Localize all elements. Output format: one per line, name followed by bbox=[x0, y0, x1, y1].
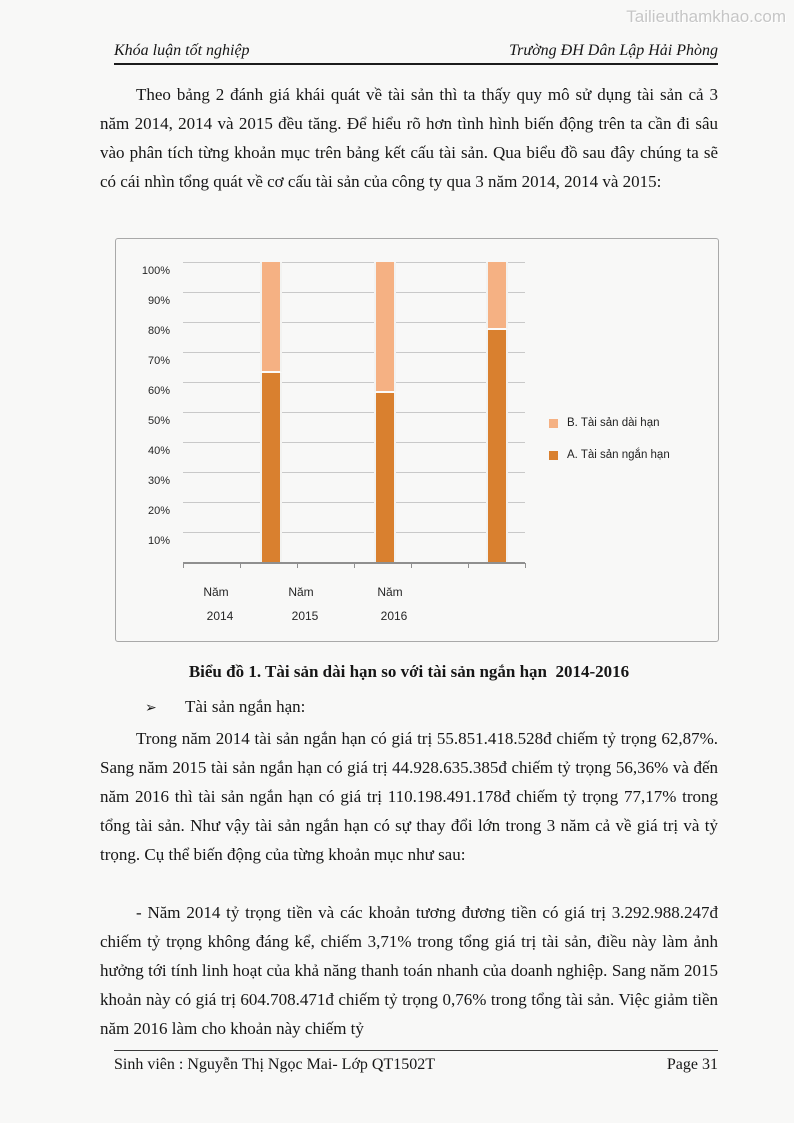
chart-gridline bbox=[183, 472, 525, 473]
chart-gridline bbox=[183, 322, 525, 323]
y-axis-tick-label: 20% bbox=[147, 505, 170, 517]
chart-gridline bbox=[183, 382, 525, 383]
page-footer: Sinh viên : Nguyễn Thị Ngọc Mai- Lớp QT1… bbox=[114, 1050, 718, 1074]
bar-segment-short-term bbox=[486, 330, 508, 562]
chart-gridline bbox=[183, 412, 525, 413]
chart-gridline bbox=[183, 352, 525, 353]
y-axis-tick-label: 100% bbox=[141, 265, 170, 277]
chart-gridline bbox=[183, 262, 525, 263]
bar-segment-short-term bbox=[374, 393, 396, 562]
bullet-text: Tài sản ngắn hạn: bbox=[185, 697, 306, 716]
paragraph-short-term-assets: Trong năm 2014 tài sản ngắn hạn có giá t… bbox=[100, 729, 718, 864]
x-axis-tick bbox=[354, 563, 355, 568]
x-axis-tick bbox=[297, 563, 298, 568]
x-axis-category-label: 2015 bbox=[291, 609, 319, 623]
header-right-title: Trường ĐH Dân Lập Hải Phòng bbox=[509, 42, 718, 59]
y-axis-tick-label: 70% bbox=[147, 355, 170, 367]
bullet-arrow-icon: ➢ bbox=[145, 701, 157, 716]
bullet-line: ➢ Tài sản ngắn hạn: bbox=[145, 697, 305, 717]
x-axis-tick bbox=[468, 563, 469, 568]
footer-author: Sinh viên : Nguyễn Thị Ngọc Mai- Lớp QT1… bbox=[114, 1056, 436, 1073]
watermark: Tailieuthamkhao.com bbox=[626, 7, 786, 26]
y-axis-tick-label: 40% bbox=[147, 445, 170, 457]
x-axis-tick bbox=[411, 563, 412, 568]
footer-page-number: Page 31 bbox=[666, 1056, 718, 1073]
y-axis-tick-label: 10% bbox=[147, 535, 170, 547]
bar-segment-long-term bbox=[486, 262, 508, 330]
bar-segment-long-term bbox=[374, 262, 396, 393]
y-axis-tick-label: 30% bbox=[147, 475, 170, 487]
x-axis-tick bbox=[240, 563, 241, 568]
page-header: Khóa luận tốt nghiệp Trường ĐH Dân Lập H… bbox=[114, 42, 718, 65]
y-axis-tick-label: 90% bbox=[147, 295, 170, 307]
chart-gridline bbox=[183, 292, 525, 293]
y-axis-tick-label: 50% bbox=[147, 415, 170, 427]
legend-swatch-icon bbox=[549, 418, 558, 428]
x-axis-tick bbox=[525, 563, 526, 568]
legend-swatch-icon bbox=[549, 450, 558, 460]
y-axis-tick-label: 60% bbox=[147, 385, 170, 397]
legend-label: A. Tài sản ngắn hạn bbox=[567, 449, 670, 461]
chart-gridline bbox=[183, 502, 525, 503]
chart-gridline bbox=[183, 532, 525, 533]
bar-segment-long-term bbox=[260, 262, 282, 373]
x-axis-category-label: 2016 bbox=[380, 609, 408, 623]
stacked-bar-chart: 100% 90% 80% 70% 60% 50% 40% 30% 20% 10% Năm 2014 Nă… bbox=[115, 238, 719, 642]
x-axis-category-label: Năm bbox=[203, 585, 229, 599]
legend-label: B. Tài sản dài hạn bbox=[567, 417, 660, 429]
bar-segment-short-term bbox=[260, 373, 282, 562]
paragraph-intro: Theo bảng 2 đánh giá khái quát về tài sả… bbox=[100, 85, 718, 191]
legend-item: A. Tài sản ngắn hạn bbox=[549, 449, 670, 461]
header-left-title: Khóa luận tốt nghiệp bbox=[114, 42, 250, 59]
x-axis-category-label: Năm bbox=[288, 585, 314, 599]
chart-caption: Biểu đồ 1. Tài sản dài hạn so với tài sả… bbox=[188, 662, 630, 681]
paragraph-cash-equivalents: - Năm 2014 tỷ trọng tiền và các khoản tư… bbox=[100, 903, 718, 1038]
legend-item: B. Tài sản dài hạn bbox=[549, 417, 660, 429]
x-axis-category-label: 2014 bbox=[206, 609, 234, 623]
x-axis-category-label: Năm bbox=[377, 585, 403, 599]
x-axis-tick bbox=[183, 563, 184, 568]
y-axis-tick-label: 80% bbox=[147, 325, 170, 337]
chart-gridline bbox=[183, 442, 525, 443]
